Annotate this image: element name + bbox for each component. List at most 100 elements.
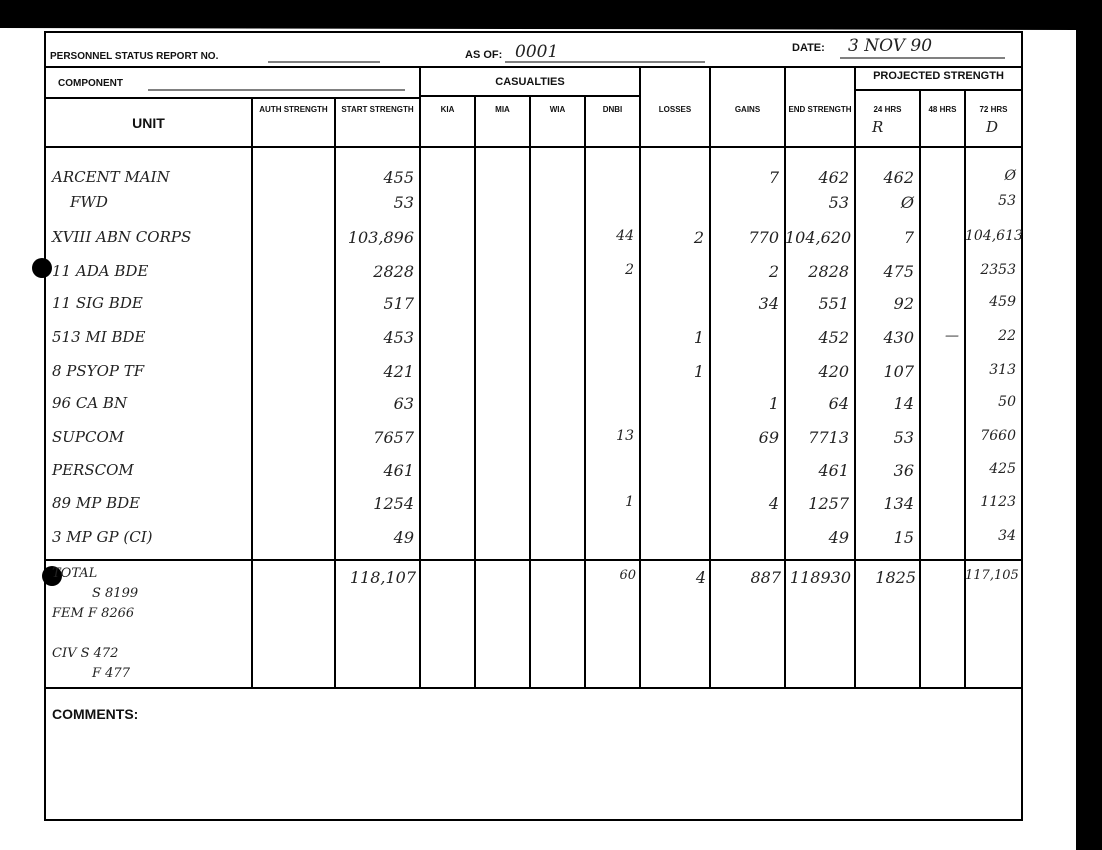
column-header: 72 HRS — [979, 105, 1008, 114]
cell-value: 50 — [998, 394, 1016, 410]
cell-value: 2828 — [808, 262, 849, 281]
cell-value: 462 — [818, 168, 849, 187]
unit-name: 11 ADA BDE — [52, 262, 149, 280]
column-header: 24 HRS — [873, 105, 902, 114]
column-note: D — [986, 118, 999, 136]
cell-value: 107 — [883, 362, 914, 381]
cell-value: 104,620 — [785, 228, 852, 247]
rules — [45, 57, 1022, 689]
unit-name: SUPCOM — [52, 428, 125, 446]
cell-value: 1257 — [808, 494, 849, 513]
cell-value: 453 — [383, 328, 414, 347]
column-header: AUTH STRENGTH — [259, 105, 328, 114]
punch-hole — [42, 566, 62, 586]
cell-value: 1 — [693, 328, 704, 347]
date-label: DATE: — [792, 42, 825, 54]
cell-value: — — [945, 328, 959, 344]
cell-value: Ø — [900, 193, 914, 212]
unit-name: PERSCOM — [52, 461, 134, 479]
column-header: KIA — [440, 105, 455, 114]
column-header: END STRENGTH — [788, 105, 852, 114]
cell-value: 2 — [693, 228, 704, 247]
cell-value: 7660 — [980, 428, 1016, 444]
cell-value: 63 — [393, 394, 414, 413]
cell-value: 69 — [758, 428, 779, 447]
total-value: 60 — [619, 568, 636, 583]
cell-value: 64 — [828, 394, 849, 413]
column-header: MIA — [495, 105, 510, 114]
form-frame — [44, 31, 1023, 821]
cell-value: 1123 — [980, 494, 1016, 510]
column-header: GAINS — [734, 105, 761, 114]
unit-name: 3 MP GP (CI) — [52, 528, 153, 546]
cell-value: 36 — [893, 461, 914, 480]
cell-value: 421 — [383, 362, 414, 381]
cell-value: 461 — [818, 461, 849, 480]
cell-value: 1 — [768, 394, 779, 413]
cell-value: 430 — [883, 328, 914, 347]
as-of-label: AS OF: — [465, 49, 503, 61]
casualties-header: CASUALTIES — [495, 76, 565, 88]
cell-value: 2 — [768, 262, 779, 281]
column-header: WIA — [549, 105, 566, 114]
cell-value: 22 — [998, 328, 1016, 344]
cell-value: 452 — [818, 328, 849, 347]
column-header: UNIT — [132, 115, 165, 131]
cell-value: 425 — [989, 461, 1016, 477]
cell-value: 7 — [903, 228, 914, 247]
cell-value: 14 — [893, 394, 914, 413]
cell-value: 313 — [989, 362, 1016, 378]
unit-name: 89 MP BDE — [52, 494, 141, 512]
column-header: DNBI — [602, 105, 623, 114]
cell-value: 475 — [883, 262, 914, 281]
total-unit-line: CIV S 472 — [52, 646, 119, 661]
column-header: 48 HRS — [928, 105, 957, 114]
unit-name: XVIII ABN CORPS — [52, 228, 192, 246]
comments-label: COMMENTS: — [52, 706, 139, 722]
column-header: LOSSES — [658, 105, 692, 114]
total-unit-line: F 477 — [92, 666, 130, 681]
cell-value: 34 — [758, 294, 779, 313]
cell-value: 551 — [818, 294, 849, 313]
total-value: 1825 — [875, 568, 916, 587]
unit-name: 513 MI BDE — [52, 328, 146, 346]
unit-name: 8 PSYOP TF — [52, 362, 145, 380]
component-label: COMPONENT — [58, 78, 123, 89]
unit-name: FWD — [70, 193, 108, 211]
cell-value: 53 — [393, 193, 414, 212]
cell-value: 517 — [383, 294, 414, 313]
unit-name: 96 CA BN — [52, 394, 128, 412]
cell-value: 34 — [998, 528, 1016, 544]
cell-value: 462 — [883, 168, 914, 187]
cell-value: Ø — [1004, 168, 1016, 184]
total-value: 887 — [750, 568, 781, 587]
total-unit-line: TOTAL — [52, 566, 98, 581]
total-value: 117,105 — [965, 568, 1019, 583]
cell-value: 104,613 — [965, 228, 1023, 244]
cell-value: 15 — [893, 528, 914, 547]
cell-value: 1 — [693, 362, 704, 381]
cell-value: 2828 — [373, 262, 414, 281]
unit-name: ARCENT MAIN — [52, 168, 170, 186]
cell-value: 770 — [748, 228, 779, 247]
cell-value: 53 — [998, 193, 1016, 209]
unit-name: 11 SIG BDE — [52, 294, 143, 312]
report-no-label: PERSONNEL STATUS REPORT NO. — [50, 51, 219, 62]
punch-hole — [32, 258, 52, 278]
total-unit-line: FEM F 8266 — [52, 606, 135, 621]
cell-value: 461 — [383, 461, 414, 480]
cell-value: 7657 — [373, 428, 414, 447]
cell-value: 53 — [893, 428, 914, 447]
cell-value: 459 — [989, 294, 1016, 310]
cell-value: 2353 — [980, 262, 1016, 278]
total-value: 118,107 — [349, 568, 416, 587]
cell-value: 2 — [625, 262, 634, 278]
cell-value: 103,896 — [347, 228, 414, 247]
total-value: 4 — [695, 568, 706, 587]
cell-value: 134 — [883, 494, 914, 513]
cell-value: 4 — [768, 494, 779, 513]
cell-value: 44 — [616, 228, 634, 244]
cell-value: 1254 — [373, 494, 414, 513]
